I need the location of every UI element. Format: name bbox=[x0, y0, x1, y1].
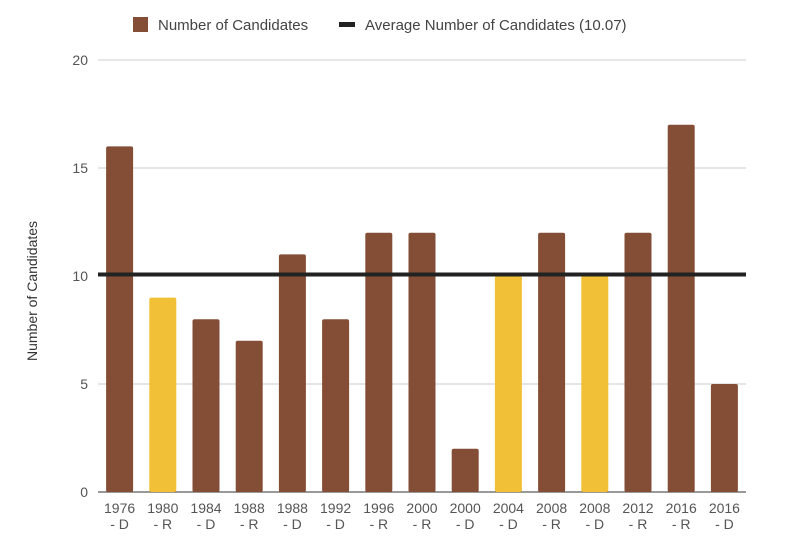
x-tick-label-year: 1988 bbox=[234, 500, 265, 516]
x-tick-label-party: - R bbox=[413, 516, 432, 532]
x-tick-label-party: - D bbox=[110, 516, 129, 532]
x-tick-label-year: 2000 bbox=[406, 500, 437, 516]
y-tick-label: 10 bbox=[72, 268, 88, 284]
x-tick-label-year: 1980 bbox=[147, 500, 178, 516]
x-tick-label-party: - R bbox=[629, 516, 648, 532]
bar-9 bbox=[494, 276, 522, 492]
x-tick-label-party: - D bbox=[715, 516, 734, 532]
y-axis-ticks: 0 5 10 15 20 bbox=[72, 52, 88, 500]
x-tick-label-year: 2008 bbox=[536, 500, 567, 516]
bar-3 bbox=[235, 340, 263, 492]
x-tick-label-year: 2004 bbox=[493, 500, 524, 516]
bar-1 bbox=[149, 297, 177, 492]
bar-7 bbox=[408, 232, 436, 493]
x-tick-label-party: - D bbox=[456, 516, 475, 532]
legend-label-number-of-candidates: Number of Candidates bbox=[158, 17, 308, 34]
legend-swatch-number-of-candidates bbox=[133, 17, 148, 32]
y-axis-title: Number of Candidates bbox=[24, 221, 40, 361]
x-tick-label-year: 2016 bbox=[666, 500, 697, 516]
x-tick-label-party: - D bbox=[499, 516, 518, 532]
x-tick-label-year: 2008 bbox=[579, 500, 610, 516]
x-tick-label-year: 1984 bbox=[190, 500, 221, 516]
legend: Number of Candidates Average Number of C… bbox=[133, 17, 627, 34]
bar-4 bbox=[278, 254, 306, 492]
bar-0 bbox=[106, 146, 134, 492]
x-tick-label-year: 2016 bbox=[709, 500, 740, 516]
bar-12 bbox=[624, 232, 652, 493]
bar-11 bbox=[581, 276, 609, 492]
bar-5 bbox=[322, 319, 350, 492]
x-tick-label-year: 1988 bbox=[277, 500, 308, 516]
x-tick-label-party: - R bbox=[369, 516, 388, 532]
bar-10 bbox=[538, 232, 566, 493]
x-tick-label-year: 1976 bbox=[104, 500, 135, 516]
y-tick-label: 20 bbox=[72, 52, 88, 68]
x-tick-label-party: - D bbox=[585, 516, 604, 532]
bar-14 bbox=[710, 384, 738, 492]
bars bbox=[106, 124, 738, 493]
x-tick-label-year: 2000 bbox=[450, 500, 481, 516]
x-tick-label-party: - D bbox=[283, 516, 302, 532]
bar-13 bbox=[667, 124, 695, 493]
bar-2 bbox=[192, 319, 220, 492]
x-tick-label-year: 1992 bbox=[320, 500, 351, 516]
bar-8 bbox=[451, 448, 479, 492]
legend-label-average: Average Number of Candidates (10.07) bbox=[365, 17, 627, 34]
y-tick-label: 15 bbox=[72, 160, 88, 176]
y-tick-label: 5 bbox=[80, 376, 88, 392]
x-tick-label-party: - D bbox=[326, 516, 345, 532]
bar-6 bbox=[365, 232, 393, 493]
x-tick-label-party: - D bbox=[197, 516, 216, 532]
x-tick-label-year: 2012 bbox=[622, 500, 653, 516]
x-tick-label-year: 1996 bbox=[363, 500, 394, 516]
legend-swatch-average-line bbox=[339, 22, 355, 27]
x-tick-label-party: - R bbox=[240, 516, 259, 532]
y-tick-label: 0 bbox=[80, 484, 88, 500]
x-tick-label-party: - R bbox=[153, 516, 172, 532]
x-tick-label-party: - R bbox=[672, 516, 691, 532]
x-tick-label-party: - R bbox=[542, 516, 561, 532]
